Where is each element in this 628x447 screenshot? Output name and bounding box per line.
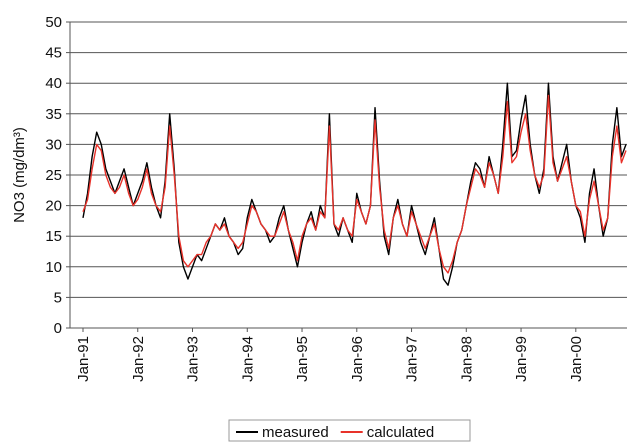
y-tick-label: 15 — [45, 228, 62, 245]
x-tick-label: Jan-00 — [568, 336, 585, 382]
x-tick-label: Jan-97 — [404, 336, 421, 382]
x-tick-label: Jan-99 — [513, 336, 530, 382]
x-tick-label: Jan-95 — [294, 336, 311, 382]
y-tick-label: 35 — [45, 106, 62, 123]
legend: measured calculated — [228, 419, 471, 442]
legend-label: calculated — [367, 424, 435, 441]
y-tick-label: 45 — [45, 45, 62, 62]
x-tick-label: Jan-94 — [239, 336, 256, 382]
y-axis-label: NO3 (mg/dm³) — [11, 127, 28, 223]
legend-box — [228, 419, 471, 442]
x-tick-label: Jan-91 — [75, 336, 92, 382]
y-tick-label: 25 — [45, 167, 62, 184]
y-tick-label: 0 — [54, 320, 62, 337]
x-tick-label: Jan-96 — [349, 336, 366, 382]
legend-label: measured — [262, 424, 329, 441]
y-tick-label: 5 — [54, 289, 62, 306]
y-tick-label: 30 — [45, 136, 62, 153]
y-tick-label: 40 — [45, 75, 62, 92]
y-tick-label: 10 — [45, 259, 62, 276]
series-line — [82, 94, 627, 274]
y-tick-label: 20 — [45, 198, 62, 215]
y-tick-label: 50 — [45, 14, 62, 31]
x-tick-label: Jan-98 — [458, 336, 475, 382]
x-tick-label: Jan-93 — [185, 336, 202, 382]
x-tick-label: Jan-92 — [130, 336, 147, 382]
